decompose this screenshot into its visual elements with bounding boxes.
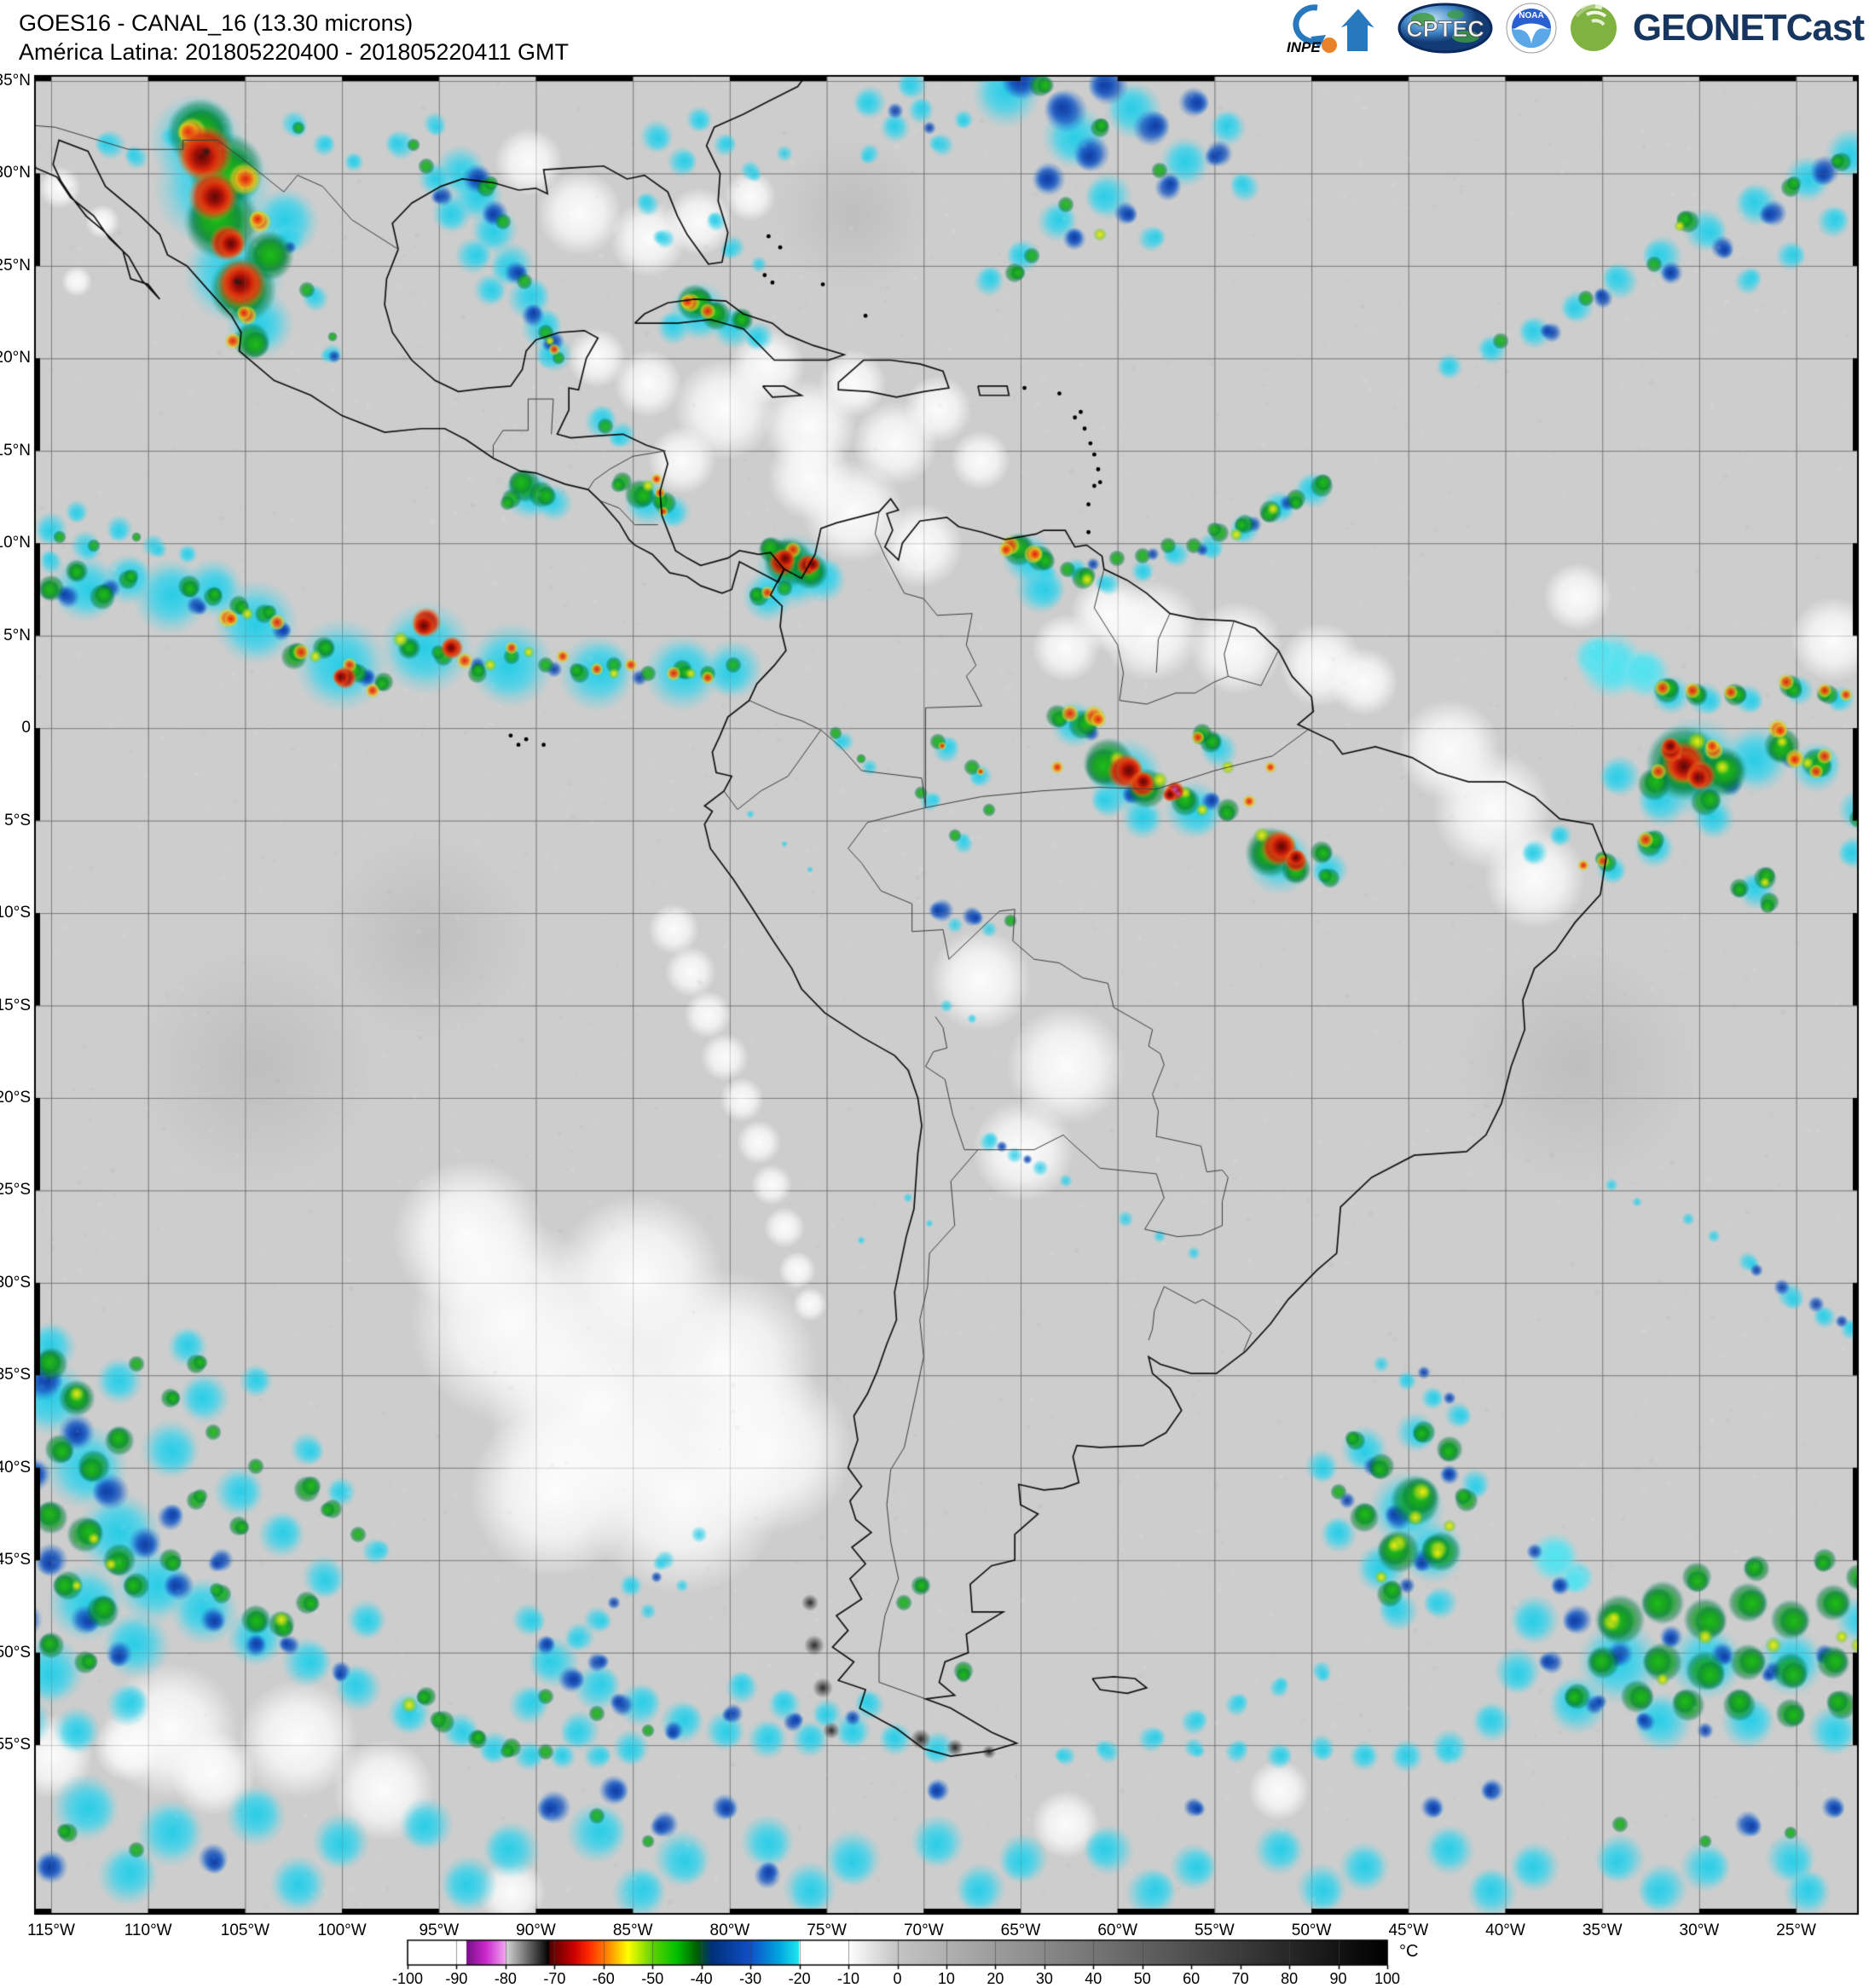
lat-label: 5°S — [4, 811, 31, 829]
colorbar-tick-label: 0 — [893, 1970, 902, 1987]
lat-label: 10°N — [0, 534, 31, 552]
lat-label: 25°S — [0, 1181, 31, 1199]
lat-label: 0 — [21, 719, 31, 737]
lon-label: 25°W — [1776, 1922, 1816, 1939]
lon-label: 40°W — [1485, 1922, 1525, 1939]
lon-label: 60°W — [1097, 1922, 1138, 1939]
cptec-logo: CPTEC — [1397, 3, 1493, 54]
colorbar-tick-label: 50 — [1133, 1970, 1151, 1987]
colorbar-tick-label: 100 — [1374, 1970, 1401, 1987]
lon-label: 85°W — [612, 1922, 653, 1939]
lon-label: 80°W — [709, 1922, 750, 1939]
lon-label: 75°W — [807, 1922, 847, 1939]
noaa-logo: NOAA — [1506, 3, 1557, 54]
colorbar-tick-label: 70 — [1231, 1970, 1249, 1987]
lat-label: 50°S — [0, 1643, 31, 1661]
colorbar-tick-label: -90 — [445, 1970, 468, 1987]
lon-label: 45°W — [1388, 1922, 1429, 1939]
colorbar-tick-label: -20 — [788, 1970, 811, 1987]
lon-label: 95°W — [419, 1922, 460, 1939]
colorbar-tick-label: -100 — [391, 1970, 424, 1987]
lat-label: 15°S — [0, 996, 31, 1014]
geonetcast-globe-icon — [1570, 3, 1617, 51]
lon-label: 115°W — [27, 1922, 75, 1939]
lon-label: 100°W — [317, 1922, 367, 1939]
lat-label: 20°S — [0, 1088, 31, 1107]
lat-label: 5°N — [3, 626, 31, 644]
logo-bar: INPE CPTEC NOAA GEONETCast — [1285, 2, 1865, 55]
lat-label: 30°N — [0, 164, 31, 182]
colorbar-tick-label: -80 — [494, 1970, 517, 1987]
colorbar-tick-label: 90 — [1329, 1970, 1347, 1987]
colorbar-tick-label: 10 — [937, 1970, 955, 1987]
lon-label: 105°W — [220, 1922, 270, 1939]
header: GOES16 - CANAL_16 (13.30 microns) Améric… — [19, 9, 569, 66]
lon-label: 50°W — [1291, 1922, 1332, 1939]
colorbar-tick-label: -60 — [592, 1970, 615, 1987]
lon-label: 55°W — [1195, 1922, 1235, 1939]
colorbar-tick-label: -10 — [837, 1970, 860, 1987]
product-subtitle: América Latina: 201805220400 - 201805220… — [19, 39, 569, 65]
colorbar-tick-label: -40 — [690, 1970, 713, 1987]
lat-label: 30°S — [0, 1273, 31, 1292]
colorbar-tick-label: -50 — [641, 1970, 664, 1987]
lon-label: 70°W — [903, 1922, 944, 1939]
product-title: GOES16 - CANAL_16 (13.30 microns) — [19, 10, 414, 36]
lon-label: 65°W — [1000, 1922, 1041, 1939]
noaa-label: NOAA — [1519, 11, 1543, 20]
lat-label: 20°N — [0, 349, 31, 367]
colorbar-tick-label: 60 — [1183, 1970, 1201, 1987]
geonetcast-wordmark: GEONETCast — [1632, 7, 1865, 49]
lat-label: 40°S — [0, 1458, 31, 1477]
colorbar-unit: °C — [1399, 1942, 1419, 1961]
lat-label: 35°N — [0, 72, 31, 90]
lat-label: 10°S — [0, 904, 31, 922]
lon-label: 35°W — [1582, 1922, 1623, 1939]
colorbar-tick-label: -30 — [739, 1970, 762, 1987]
colorbar-tick-label: 80 — [1281, 1970, 1299, 1987]
lon-label: 30°W — [1679, 1922, 1720, 1939]
lat-label: 45°S — [0, 1551, 31, 1569]
lat-label: 35°S — [0, 1366, 31, 1384]
lat-label: 55°S — [0, 1736, 31, 1754]
colorbar-tick-label: 40 — [1085, 1970, 1102, 1987]
lon-label: 110°W — [124, 1922, 172, 1939]
colorbar-tick-label: 30 — [1035, 1970, 1053, 1987]
lat-label: 15°N — [0, 441, 31, 459]
lon-label: 90°W — [516, 1922, 556, 1939]
inpe-logo: INPE — [1287, 4, 1378, 54]
colorbar-tick-label: -70 — [543, 1970, 566, 1987]
cptec-label: CPTEC — [1406, 16, 1484, 42]
colorbar-tick-label: 20 — [987, 1970, 1004, 1987]
lat-label: 25°N — [0, 256, 31, 275]
inpe-label: INPE — [1287, 39, 1321, 54]
